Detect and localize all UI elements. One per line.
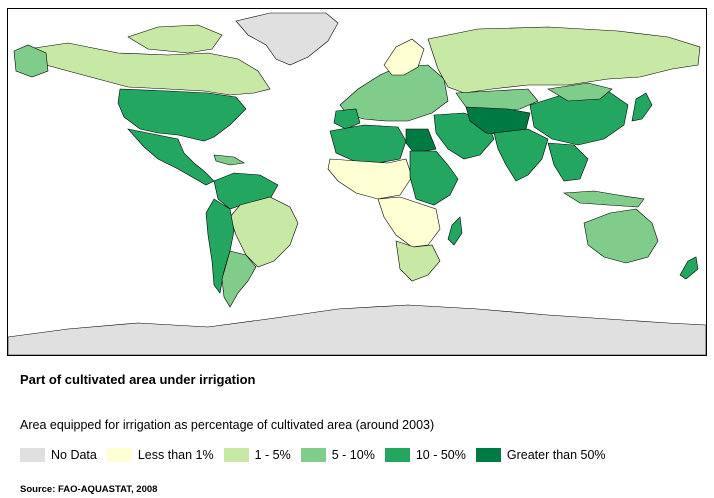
- region-new-zealand: [679, 256, 699, 280]
- map-title: Part of cultivated area under irrigation: [20, 372, 256, 387]
- region-canada: [27, 42, 271, 96]
- region-australia: [583, 208, 659, 264]
- legend-swatch-10-50: [384, 447, 410, 462]
- region-antarctica: [8, 304, 706, 355]
- region-iberia: [333, 108, 361, 130]
- legend-swatch-less-than-1: [106, 447, 132, 462]
- region-egypt: [405, 128, 437, 154]
- legend-label: 10 - 50%: [415, 447, 466, 462]
- region-scandinavia: [383, 38, 425, 76]
- region-canada-islands: [127, 24, 223, 54]
- legend-item-1-5: 1 - 5%: [223, 447, 291, 462]
- region-sahel: [327, 158, 413, 200]
- legend-label: 5 - 10%: [331, 447, 375, 462]
- legend-item-10-50: 10 - 50%: [384, 447, 466, 462]
- source-note: Source: FAO-AQUASTAT, 2008: [20, 484, 158, 495]
- region-indonesia: [563, 190, 645, 208]
- legend-item-less-than-1: Less than 1%: [106, 447, 214, 462]
- region-madagascar: [447, 216, 463, 246]
- legend-item-greater-than-50: Greater than 50%: [475, 447, 606, 462]
- region-central-africa: [377, 196, 441, 248]
- region-andes: [205, 198, 235, 294]
- region-japan: [631, 92, 653, 122]
- legend-swatch-no-data: [20, 447, 45, 462]
- region-caribbean: [213, 154, 245, 166]
- legend-swatch-greater-than-50: [475, 447, 501, 462]
- region-greenland: [235, 12, 339, 66]
- region-southeast-asia: [547, 142, 589, 182]
- region-europe: [339, 64, 449, 122]
- region-brazil: [229, 196, 299, 268]
- legend-label: 1 - 5%: [254, 447, 291, 462]
- region-argentina: [221, 250, 257, 308]
- legend-label: No Data: [51, 447, 97, 462]
- legend-item-5-10: 5 - 10%: [300, 447, 375, 462]
- region-southern-africa: [395, 240, 441, 282]
- legend-item-no-data: No Data: [20, 447, 97, 462]
- legend: No Data Less than 1% 1 - 5% 5 - 10% 10 -…: [20, 446, 616, 463]
- legend-label: Greater than 50%: [506, 447, 606, 462]
- region-south-asia: [493, 128, 549, 182]
- region-east-africa: [409, 150, 459, 206]
- region-usa: [117, 88, 247, 142]
- region-alaska: [13, 44, 49, 78]
- region-russia: [427, 26, 701, 94]
- region-mongolia: [547, 82, 613, 102]
- legend-subtitle: Area equipped for irrigation as percenta…: [20, 418, 435, 432]
- legend-swatch-5-10: [300, 447, 326, 462]
- region-north-africa: [329, 124, 407, 164]
- world-map: [7, 8, 707, 356]
- legend-swatch-1-5: [223, 447, 249, 462]
- legend-label: Less than 1%: [137, 447, 214, 462]
- world-map-svg: [8, 12, 706, 355]
